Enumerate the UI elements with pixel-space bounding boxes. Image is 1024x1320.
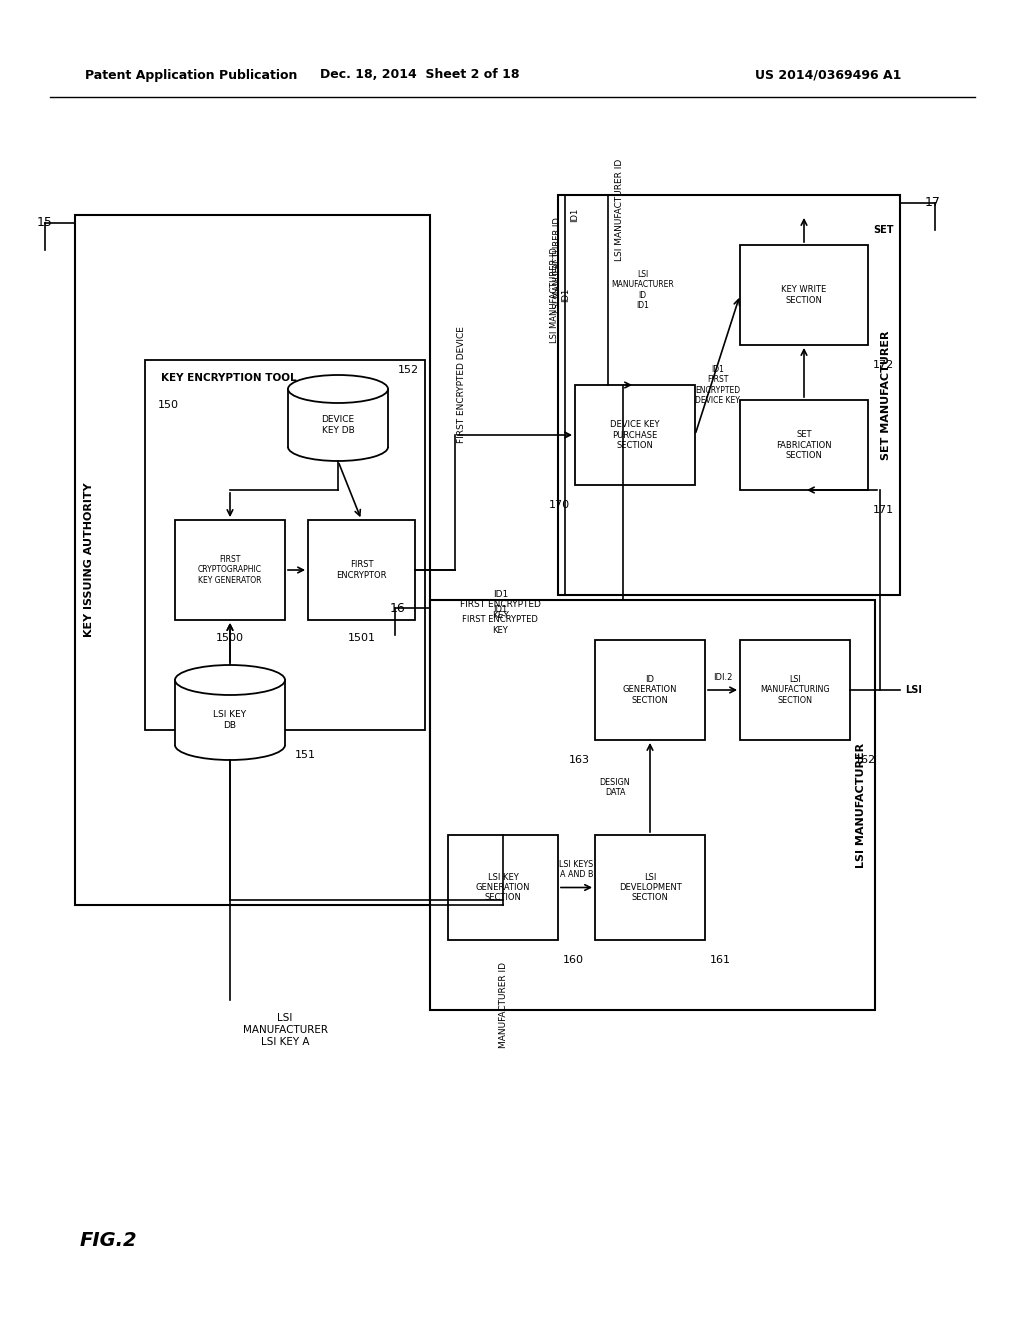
- Text: FIRST
CRYPTOGRAPHIC
KEY GENERATOR: FIRST CRYPTOGRAPHIC KEY GENERATOR: [198, 556, 262, 585]
- Text: FIRST
ENCRYPTOR: FIRST ENCRYPTOR: [336, 560, 387, 579]
- Bar: [558, 195, 900, 595]
- Text: 160: 160: [563, 954, 584, 965]
- Text: LSI KEYS
A AND B: LSI KEYS A AND B: [559, 859, 594, 879]
- Text: SET: SET: [873, 224, 894, 235]
- Bar: [308, 520, 415, 620]
- Text: 151: 151: [295, 750, 316, 760]
- Text: LSI
DEVELOPMENT
SECTION: LSI DEVELOPMENT SECTION: [618, 873, 681, 903]
- Text: LSI
MANUFACTURING
SECTION: LSI MANUFACTURING SECTION: [760, 675, 829, 705]
- Text: SET
FABRICATION
SECTION: SET FABRICATION SECTION: [776, 430, 831, 459]
- Text: LSI MANUFACTURER: LSI MANUFACTURER: [856, 742, 866, 867]
- Text: LSI KEY
DB: LSI KEY DB: [213, 710, 247, 730]
- Text: LSI
MANUFACTURER
LSI KEY A: LSI MANUFACTURER LSI KEY A: [243, 1014, 328, 1047]
- Text: LSI MANUFACTURER ID: LSI MANUFACTURER ID: [615, 158, 625, 261]
- Text: MANUFACTURER ID: MANUFACTURER ID: [499, 962, 508, 1048]
- Text: 15: 15: [37, 216, 53, 230]
- Text: DEVICE KEY
PURCHASE
SECTION: DEVICE KEY PURCHASE SECTION: [610, 420, 659, 450]
- Text: 17: 17: [925, 197, 941, 210]
- Text: KEY WRITE
SECTION: KEY WRITE SECTION: [781, 285, 826, 305]
- Text: KEY ENCRYPTION TOOL: KEY ENCRYPTION TOOL: [161, 374, 297, 383]
- Text: 170: 170: [549, 500, 570, 510]
- Bar: [595, 640, 705, 741]
- Text: LSI
MANUFACTURER
ID
ID1: LSI MANUFACTURER ID ID1: [611, 269, 674, 310]
- Text: 152: 152: [398, 366, 419, 375]
- Bar: [740, 400, 868, 490]
- Text: Patent Application Publication: Patent Application Publication: [85, 69, 297, 82]
- Text: 163: 163: [569, 755, 590, 766]
- Bar: [595, 836, 705, 940]
- Text: 161: 161: [710, 954, 731, 965]
- Text: ID1
FIRST ENCRYPTED
KEY: ID1 FIRST ENCRYPTED KEY: [460, 590, 541, 620]
- Text: Dec. 18, 2014  Sheet 2 of 18: Dec. 18, 2014 Sheet 2 of 18: [321, 69, 520, 82]
- Text: KEY ISSUING AUTHORITY: KEY ISSUING AUTHORITY: [84, 483, 94, 638]
- Bar: [288, 375, 388, 447]
- Bar: [175, 665, 285, 744]
- Text: DESIGN
DATA: DESIGN DATA: [600, 777, 631, 797]
- Bar: [575, 385, 695, 484]
- Text: ID
GENERATION
SECTION: ID GENERATION SECTION: [623, 675, 677, 705]
- Text: 16: 16: [389, 602, 406, 615]
- Text: 150: 150: [158, 400, 179, 411]
- Text: ID1: ID1: [570, 207, 580, 222]
- Text: IDI.2: IDI.2: [713, 673, 732, 682]
- Bar: [430, 601, 874, 1010]
- Text: 172: 172: [873, 360, 894, 370]
- Text: ID1
FIRST ENCRYPTED
KEY: ID1 FIRST ENCRYPTED KEY: [462, 605, 538, 635]
- Text: LSI MANUFACTURER ID
ID1: LSI MANUFACTURER ID ID1: [550, 247, 569, 343]
- Bar: [175, 520, 285, 620]
- Bar: [75, 215, 430, 906]
- Text: DEVICE
KEY DB: DEVICE KEY DB: [322, 416, 354, 434]
- Text: FIG.2: FIG.2: [80, 1230, 137, 1250]
- Text: SET MANUFACTURER: SET MANUFACTURER: [881, 330, 891, 459]
- Bar: [145, 360, 425, 730]
- Text: LSI: LSI: [905, 685, 922, 696]
- Text: ID1
FIRST
ENCRYPTED
DEVICE KEY: ID1 FIRST ENCRYPTED DEVICE KEY: [695, 364, 740, 405]
- Bar: [449, 836, 558, 940]
- Text: 162: 162: [855, 755, 877, 766]
- Ellipse shape: [175, 665, 285, 696]
- Text: 171: 171: [873, 506, 894, 515]
- Text: LSI KEY
GENERATION
SECTION: LSI KEY GENERATION SECTION: [476, 873, 530, 903]
- Bar: [740, 640, 850, 741]
- Text: 1501: 1501: [347, 634, 376, 643]
- Text: 1500: 1500: [216, 634, 244, 643]
- Bar: [740, 246, 868, 345]
- Text: LSI MANUFACTURER ID: LSI MANUFACTURER ID: [553, 216, 561, 313]
- Text: US 2014/0369496 A1: US 2014/0369496 A1: [755, 69, 901, 82]
- Text: FIRST ENCRYPTED DEVICE: FIRST ENCRYPTED DEVICE: [458, 326, 467, 444]
- Ellipse shape: [288, 375, 388, 403]
